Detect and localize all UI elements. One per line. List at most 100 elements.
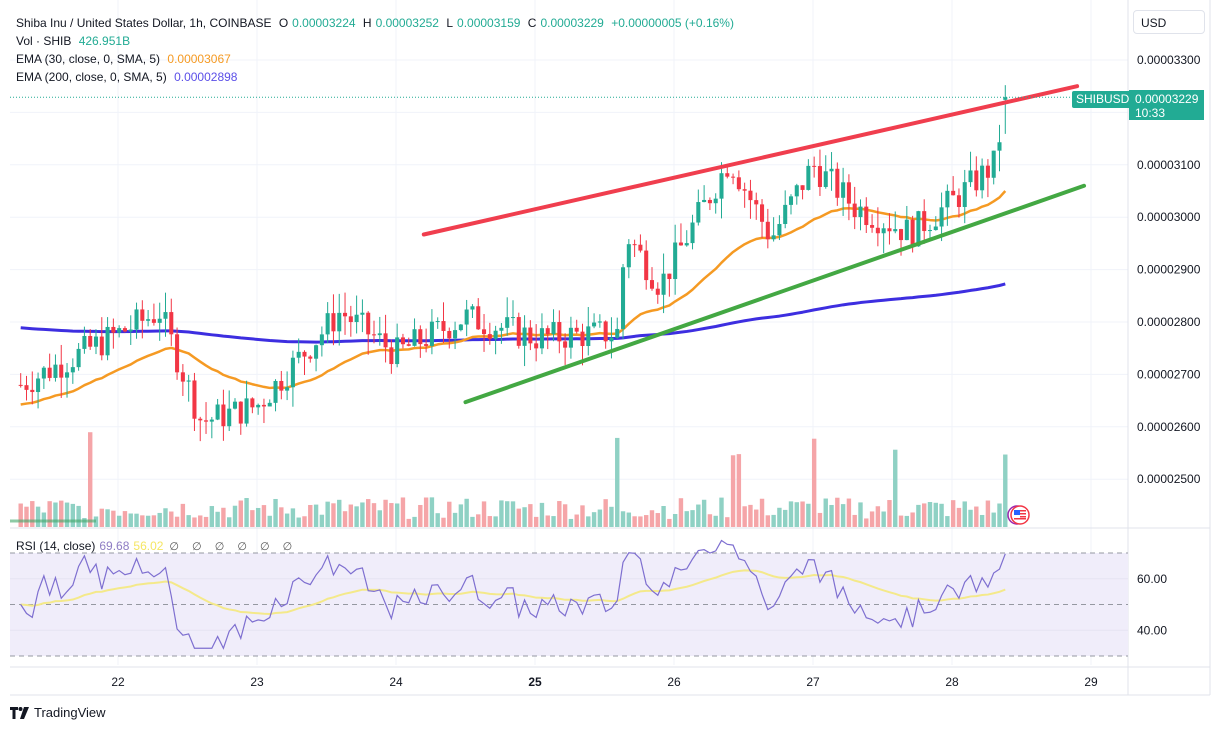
candle-body bbox=[41, 367, 46, 379]
volume-bar bbox=[997, 503, 1002, 527]
volume-bar bbox=[423, 497, 429, 527]
candle-body bbox=[53, 364, 58, 378]
bar-countdown: 10:33 bbox=[1135, 106, 1166, 120]
volume-bar bbox=[759, 498, 765, 527]
volume-bar bbox=[116, 515, 122, 527]
volume-bar bbox=[325, 501, 330, 527]
candle-body bbox=[597, 321, 602, 323]
symbol-header-row[interactable]: Shiba Inu / United States Dollar, 1h, CO… bbox=[16, 14, 734, 32]
volume-bar bbox=[869, 511, 875, 527]
candle-body bbox=[563, 341, 568, 348]
candle-body bbox=[939, 207, 944, 227]
volume-bar bbox=[632, 516, 637, 527]
ema200-legend-row[interactable]: EMA (200, close, 0, SMA, 5) 0.00002898 bbox=[16, 68, 734, 86]
candle-body bbox=[667, 273, 672, 280]
candle-body bbox=[221, 404, 226, 427]
time-axis-label[interactable]: 27 bbox=[806, 675, 820, 689]
candle-body bbox=[111, 326, 116, 333]
volume-bar bbox=[30, 501, 35, 527]
volume-bar bbox=[875, 506, 881, 527]
resistance-trendline[interactable] bbox=[421, 84, 1080, 237]
candle-body bbox=[140, 309, 145, 321]
rsi-legend[interactable]: RSI (14, close) 69.68 56.02 ∅ ∅ ∅ ∅ ∅ ∅ bbox=[16, 539, 297, 553]
volume-bar bbox=[250, 510, 255, 527]
rsi-line bbox=[20, 539, 1006, 650]
volume-bar bbox=[238, 500, 243, 527]
candle-body bbox=[464, 309, 469, 325]
support-trendline[interactable] bbox=[463, 183, 1087, 405]
candle-body bbox=[250, 398, 255, 408]
volume-bar bbox=[557, 501, 562, 527]
candle-body bbox=[742, 189, 747, 191]
time-axis-label[interactable]: 26 bbox=[667, 675, 681, 689]
volume-bar bbox=[319, 514, 325, 527]
candle-body bbox=[736, 177, 741, 190]
candle-body bbox=[875, 227, 880, 234]
volume-bar bbox=[296, 517, 301, 527]
candle-body bbox=[893, 229, 898, 232]
time-axis-label[interactable]: 28 bbox=[945, 675, 959, 689]
volume-bar bbox=[974, 506, 979, 527]
candle-body bbox=[713, 198, 718, 204]
candle-body bbox=[505, 317, 510, 328]
volume-bar bbox=[406, 518, 411, 527]
volume-bar bbox=[586, 516, 591, 527]
volume-bar bbox=[198, 515, 203, 527]
candle-body bbox=[30, 389, 35, 393]
ema30-legend-row[interactable]: EMA (30, close, 0, SMA, 5) 0.00003067 bbox=[16, 50, 734, 68]
volume-bar bbox=[817, 512, 823, 527]
volume-bar bbox=[898, 515, 904, 527]
rsi-value: 69.68 bbox=[99, 539, 130, 553]
price-axis-label: 0.00003300 bbox=[1137, 53, 1201, 67]
volume-bar bbox=[169, 511, 174, 527]
volume-bar bbox=[545, 515, 550, 527]
flag-canton bbox=[1014, 510, 1020, 515]
volume-bar bbox=[788, 501, 794, 527]
candle-body bbox=[447, 330, 452, 339]
volume-bar bbox=[667, 518, 672, 527]
volume-bar bbox=[840, 504, 846, 527]
price-axis-label: 0.00002500 bbox=[1137, 472, 1201, 486]
volume-bar bbox=[777, 507, 782, 527]
symbol-title[interactable]: Shiba Inu / United States Dollar, 1h, CO… bbox=[16, 16, 272, 30]
candle-body bbox=[644, 250, 649, 281]
candle-body bbox=[383, 333, 388, 348]
time-axis-label[interactable]: 29 bbox=[1084, 675, 1098, 689]
volume-bar bbox=[504, 501, 510, 527]
volume-bar bbox=[678, 498, 684, 527]
volume-bar bbox=[157, 512, 162, 527]
candle-body bbox=[308, 356, 313, 359]
time-axis-label[interactable]: 25 bbox=[528, 675, 542, 689]
candle-body bbox=[493, 330, 498, 339]
candle-body bbox=[453, 330, 458, 339]
tradingview-logo[interactable]: TradingView bbox=[10, 705, 106, 720]
volume-legend-row[interactable]: Vol · SHIB 426.951B bbox=[16, 32, 734, 50]
volume-bar bbox=[713, 515, 718, 527]
time-axis-label[interactable]: 22 bbox=[111, 675, 125, 689]
tradingview-logo-icon bbox=[10, 706, 29, 719]
volume-bar bbox=[580, 505, 585, 527]
ema200-line bbox=[20, 282, 1006, 344]
time-axis-label[interactable]: 24 bbox=[389, 675, 403, 689]
candle-body bbox=[765, 221, 770, 240]
volume-bar bbox=[53, 502, 58, 527]
volume-bar bbox=[672, 513, 678, 527]
candle-body bbox=[1003, 97, 1008, 100]
volume-bar bbox=[730, 455, 736, 527]
volume-bar bbox=[991, 512, 996, 527]
candle-body bbox=[366, 312, 371, 335]
candle-body bbox=[18, 384, 23, 386]
change-value: +0.00000005 (+0.16%) bbox=[611, 16, 734, 30]
rsi-ma-value: 56.02 bbox=[133, 539, 164, 553]
candle-body bbox=[638, 244, 643, 251]
candle-body bbox=[707, 199, 712, 204]
volume-bar bbox=[151, 515, 157, 527]
candle-body bbox=[163, 312, 168, 319]
volume-bar bbox=[603, 499, 608, 527]
volume-bar bbox=[933, 502, 938, 527]
volume-bar bbox=[273, 498, 278, 527]
currency-selector-button[interactable]: USD bbox=[1133, 10, 1205, 34]
time-axis-label[interactable]: 23 bbox=[250, 675, 264, 689]
